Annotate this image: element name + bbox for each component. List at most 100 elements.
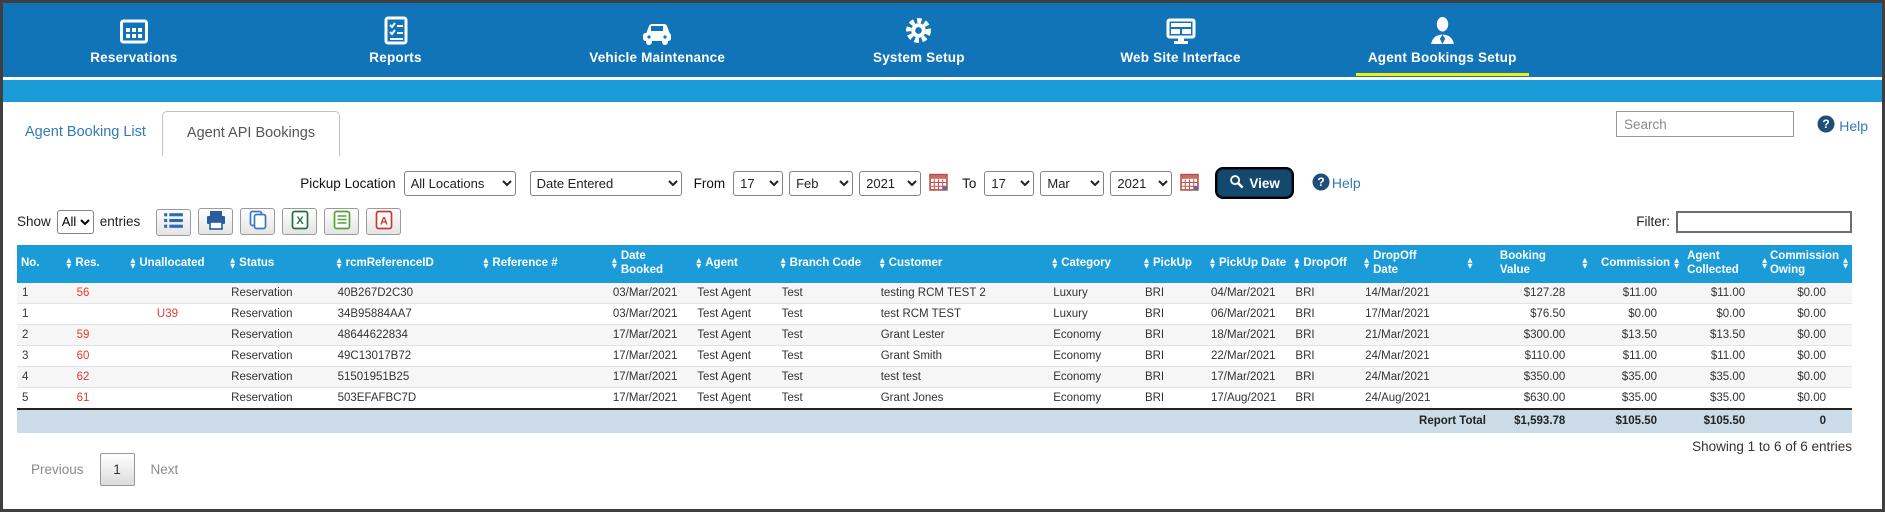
cell-date-booked: 17/Mar/2021 xyxy=(607,387,693,409)
nav-item-reports[interactable]: Reports xyxy=(265,3,527,77)
nav-item-reservations[interactable]: Reservations xyxy=(3,3,265,77)
search-input[interactable] xyxy=(1616,111,1794,137)
copy-button[interactable] xyxy=(240,208,276,235)
tab-agent-booking-list[interactable]: Agent Booking List xyxy=(25,124,146,140)
cell-date-booked: 17/Mar/2021 xyxy=(607,366,693,388)
cell-unallocated[interactable]: U39 xyxy=(108,303,227,325)
column-header-blank[interactable]: ▲ ▼ xyxy=(1448,244,1496,283)
filter-label: Filter: xyxy=(1636,214,1670,230)
column-header-agent[interactable]: ▲ ▼ Agent xyxy=(692,244,777,283)
column-header-pickup-date[interactable]: ▲ ▼ PickUp Date xyxy=(1206,244,1291,283)
pickup-location-select[interactable]: All Locations xyxy=(403,170,516,196)
cell-res[interactable]: 60 xyxy=(57,345,109,367)
table-row: 5 61 Reservation 503EFAFBC7D 17/Mar/2021 Test… xyxy=(17,387,1852,409)
to-day-select[interactable]: 17 xyxy=(984,170,1035,196)
cell-booking-value: $350.00 xyxy=(1495,366,1592,388)
to-year-select[interactable]: 2021 xyxy=(1110,170,1173,196)
column-header-unallocated[interactable]: ▲ ▼ Unallocated xyxy=(108,244,227,283)
tab-agent-api-bookings[interactable]: Agent API Bookings xyxy=(161,111,341,156)
printer-button[interactable] xyxy=(198,208,234,235)
cell-pickup: BRI xyxy=(1139,366,1206,388)
column-header-category[interactable]: ▲ ▼ Category xyxy=(1048,244,1140,283)
nav-item-web-site-interface[interactable]: Web Site Interface xyxy=(1050,3,1312,77)
cell-res[interactable]: 59 xyxy=(57,324,109,346)
cell-agent: Test Agent xyxy=(692,303,777,325)
cell-dropoff: BRI xyxy=(1290,366,1361,388)
column-header-dropoff-date[interactable]: ▲ ▼ DropOff Date xyxy=(1360,244,1449,283)
page-length-select[interactable]: All xyxy=(56,209,94,234)
help-link-filter[interactable]: ? Help xyxy=(1312,173,1361,194)
cell-commission-owing: $0.00 xyxy=(1771,387,1852,409)
column-label: Branch Code xyxy=(789,256,862,269)
nav-item-label: Reports xyxy=(369,50,422,65)
column-header-commission[interactable]: Commission ▲ ▼ xyxy=(1591,244,1684,283)
cell-res[interactable]: 56 xyxy=(57,282,109,304)
column-header-res[interactable]: ▲ ▼ Res. xyxy=(57,244,109,283)
cell-res[interactable]: 61 xyxy=(57,387,109,409)
cell-no: 1 xyxy=(17,282,58,304)
column-header-booking-value[interactable]: Booking Value ▲ ▼ xyxy=(1495,244,1592,283)
cell-rcmreferenceid: 503EFAFBC7D xyxy=(332,387,480,409)
column-label: Booking Value xyxy=(1499,250,1546,276)
excel-button[interactable]: X xyxy=(282,208,318,235)
from-calendar-picker-icon[interactable] xyxy=(927,173,950,194)
cell-res xyxy=(57,303,109,325)
cell-branch-code: Test xyxy=(776,303,876,325)
cell-reference xyxy=(479,345,608,367)
column-header-customer[interactable]: ▲ ▼ Customer xyxy=(875,244,1049,283)
cell-reference xyxy=(479,303,608,325)
cell-booking-value: $110.00 xyxy=(1495,345,1592,367)
column-header-branch-code[interactable]: ▲ ▼ Branch Code xyxy=(776,244,876,283)
from-day-select[interactable]: 17 xyxy=(733,170,784,196)
cell-branch-code: Test xyxy=(776,324,876,346)
cell-pickup-date: 22/Mar/2021 xyxy=(1206,345,1291,367)
cell-reference xyxy=(479,366,608,388)
cell-branch-code: Test xyxy=(776,387,876,409)
cell-res[interactable]: 62 xyxy=(57,366,109,388)
column-header-pickup[interactable]: ▲ ▼ PickUp xyxy=(1139,244,1206,283)
next-page-button[interactable]: Next xyxy=(150,461,179,477)
cell-unallocated xyxy=(108,282,227,304)
nav-item-system-setup[interactable]: System Setup xyxy=(788,3,1050,77)
menu-list-button[interactable] xyxy=(156,208,192,236)
cell-agent: Test Agent xyxy=(692,387,777,409)
nav-item-vehicle-maintenance[interactable]: Vehicle Maintenance xyxy=(526,3,788,77)
to-month-select[interactable]: Mar xyxy=(1040,170,1105,196)
previous-page-button[interactable]: Previous xyxy=(31,461,84,477)
column-header-rcmreferenceid[interactable]: ▲ ▼ rcmReferenceID xyxy=(332,244,480,283)
cell-branch-code: Test xyxy=(776,282,876,304)
csv-button[interactable] xyxy=(324,208,360,235)
column-header-commission-owing[interactable]: Commission Owing ▲ ▼ xyxy=(1770,244,1852,283)
nav-item-label: Reservations xyxy=(90,50,178,65)
to-calendar-picker-icon[interactable] xyxy=(1178,173,1201,194)
column-header-status[interactable]: ▲ ▼ Status xyxy=(226,244,333,283)
svg-text:?: ? xyxy=(1317,175,1324,189)
cell-pickup-date: 04/Mar/2021 xyxy=(1206,282,1291,304)
column-header-date-booked[interactable]: ▲ ▼ Date Booked xyxy=(607,244,693,283)
cell-booking-value: $630.00 xyxy=(1495,387,1592,409)
cell-dropoff-date: 24/Mar/2021 xyxy=(1360,366,1449,388)
table-filter-input[interactable] xyxy=(1676,210,1852,233)
help-label: Help xyxy=(1331,175,1361,191)
from-year-select[interactable]: 2021 xyxy=(859,170,922,196)
nav-item-label: System Setup xyxy=(873,50,965,65)
nav-item-agent-bookings-setup[interactable]: Agent Bookings Setup xyxy=(1311,3,1573,77)
sort-arrows-icon: ▲ ▼ xyxy=(1210,256,1215,270)
pdf-button[interactable]: A xyxy=(366,208,402,235)
help-link-top[interactable]: ? Help xyxy=(1817,115,1868,136)
page-1-button[interactable]: 1 xyxy=(99,452,135,486)
report-icon xyxy=(383,15,409,45)
cell-commission: $0.00 xyxy=(1591,303,1684,325)
column-label: Reference # xyxy=(492,256,558,269)
cell-commission-owing: $0.00 xyxy=(1771,345,1852,367)
total-commission: $105.50 xyxy=(1591,407,1684,433)
column-header-dropoff[interactable]: ▲ ▼ DropOff xyxy=(1290,244,1361,283)
column-header-agent-collected[interactable]: Agent Collected ▲ ▼ xyxy=(1683,244,1772,283)
cell-commission: $13.50 xyxy=(1591,324,1684,346)
column-header-reference[interactable]: ▲ ▼ Reference # xyxy=(479,244,608,283)
help-icon: ? xyxy=(1312,173,1330,194)
from-month-select[interactable]: Feb xyxy=(789,170,854,196)
view-button[interactable]: View xyxy=(1217,169,1292,197)
to-label: To xyxy=(962,175,977,191)
date-type-select[interactable]: Date Entered xyxy=(529,170,682,196)
